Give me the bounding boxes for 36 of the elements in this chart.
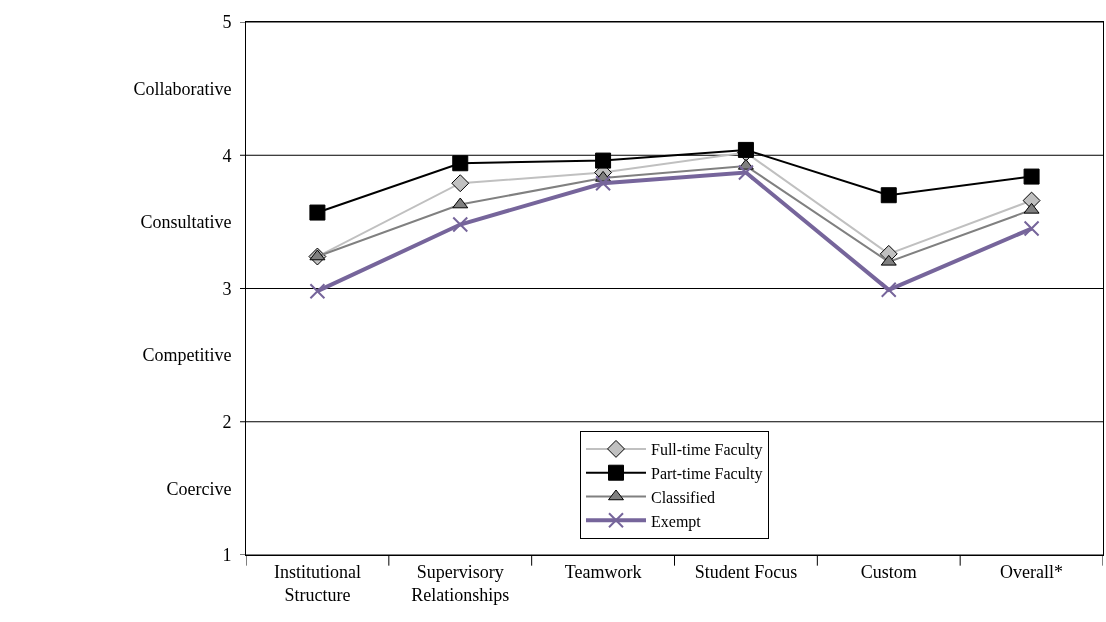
x-tick-label: Institutional Structure — [273, 561, 361, 605]
x-tick-label: Student Focus — [694, 561, 798, 582]
y-tick-label: 5 — [222, 12, 232, 33]
point — [1023, 168, 1040, 185]
legend-label: Full-time Faculty — [651, 441, 763, 460]
point — [595, 152, 612, 169]
point — [452, 216, 469, 233]
point — [880, 254, 897, 266]
point — [452, 197, 469, 209]
point — [309, 204, 326, 221]
point — [880, 187, 897, 204]
point — [309, 283, 326, 300]
point — [309, 249, 326, 261]
y-tick-label: 4 — [222, 145, 232, 166]
y-tick-label: Consultative — [140, 212, 232, 233]
x-tick-label: Overall* — [1000, 561, 1064, 582]
x-tick-label: Teamwork — [564, 561, 642, 582]
point — [880, 281, 897, 298]
y-tick-label: Coercive — [166, 478, 232, 499]
y-tick-label: 2 — [222, 412, 232, 433]
y-tick-label: 1 — [222, 545, 232, 566]
y-tick-label: Competitive — [142, 345, 232, 366]
y-tick-label: Collaborative — [133, 78, 232, 99]
point — [1023, 202, 1040, 214]
point — [737, 164, 754, 181]
legend-label: Part-time Faculty — [651, 464, 763, 483]
legend-label: Exempt — [651, 512, 702, 531]
x-tick-label: Custom — [860, 561, 917, 582]
point — [595, 175, 612, 192]
y-tick-label: 3 — [222, 278, 232, 299]
x-tick-label: Supervisory Relationships — [411, 561, 510, 605]
point — [452, 155, 469, 172]
point — [451, 174, 470, 193]
point — [737, 141, 754, 158]
point — [1023, 220, 1040, 237]
legend-label: Classified — [651, 488, 715, 506]
